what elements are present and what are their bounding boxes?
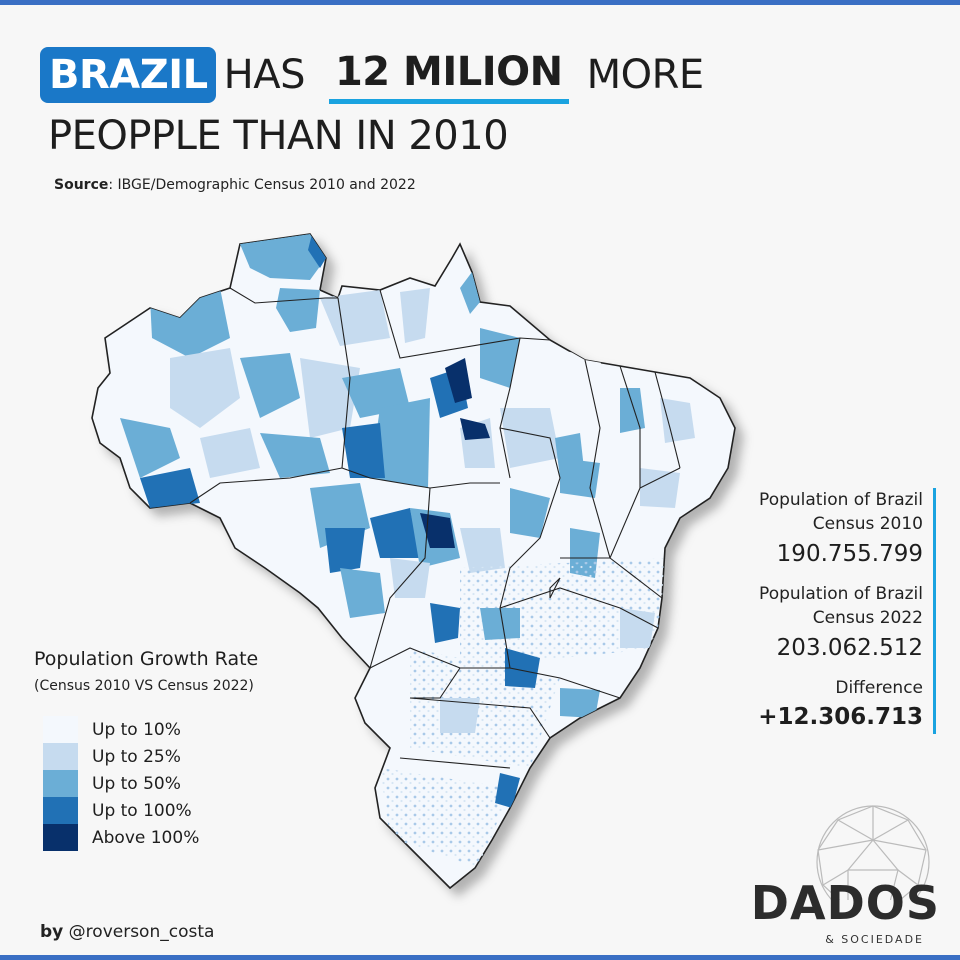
municipality-fills — [120, 234, 695, 868]
legend-title: Population Growth Rate — [34, 648, 259, 670]
source-label: Source — [54, 177, 109, 193]
legend-subtitle: (Census 2010 VS Census 2022) — [34, 678, 254, 694]
source-note: Source: IBGE/Demographic Census 2010 and… — [54, 177, 416, 193]
source-text: : IBGE/Demographic Census 2010 and 2022 — [108, 177, 416, 193]
legend-item: Up to 25% — [43, 743, 199, 770]
census-2010-label-1: Population of Brazil — [759, 490, 923, 510]
legend-item: Up to 50% — [43, 770, 199, 797]
census-2010-label-2: Census 2010 — [812, 514, 923, 534]
population-stats: Population of Brazil Census 2010 190.755… — [713, 488, 936, 734]
headline-amount: 12 MILION — [328, 47, 569, 104]
legend-label: Up to 50% — [92, 773, 181, 794]
legend: Up to 10% Up to 25% Up to 50% Up to 100%… — [43, 716, 199, 851]
country-badge: BRAZIL — [40, 47, 216, 103]
legend-swatch — [43, 743, 78, 770]
top-accent-bar — [0, 0, 960, 5]
census-2022-label-2: Census 2022 — [812, 608, 923, 628]
legend-swatch — [43, 824, 78, 851]
state-borders — [189, 287, 681, 769]
census-2022-value: 203.062.512 — [776, 635, 923, 661]
brazil-choropleth-map — [91, 233, 736, 889]
headline-line-2: PEOPPLE THAN IN 2010 — [48, 113, 509, 159]
bottom-accent-bar — [0, 955, 960, 960]
author-credit: by @roverson_costa — [40, 922, 214, 942]
logo-tagline: & SOCIEDADE — [825, 933, 924, 946]
credit-handle: @roverson_costa — [68, 922, 215, 942]
headline-has: HAS — [223, 52, 306, 98]
geodesic-sphere-icon — [816, 805, 930, 900]
census-2010-value: 190.755.799 — [776, 541, 923, 567]
legend-item: Up to 10% — [43, 716, 199, 743]
legend-item: Above 100% — [43, 824, 199, 851]
difference-label: Difference — [835, 678, 923, 698]
headline-more: MORE — [586, 52, 705, 98]
legend-label: Above 100% — [92, 827, 200, 848]
logo-wordmark: DADOS — [750, 876, 940, 930]
legend-swatch — [43, 716, 78, 743]
legend-label: Up to 100% — [92, 800, 192, 821]
legend-label: Up to 10% — [92, 719, 181, 740]
headline-line-1: BRAZIL HAS 12 MILION MORE — [40, 44, 704, 106]
difference-value: +12.306.713 — [758, 704, 923, 730]
credit-by: by — [40, 922, 64, 942]
legend-swatch — [43, 797, 78, 824]
legend-item: Up to 100% — [43, 797, 199, 824]
census-2022-label-1: Population of Brazil — [759, 584, 923, 604]
legend-label: Up to 25% — [92, 746, 181, 767]
legend-swatch — [43, 770, 78, 797]
